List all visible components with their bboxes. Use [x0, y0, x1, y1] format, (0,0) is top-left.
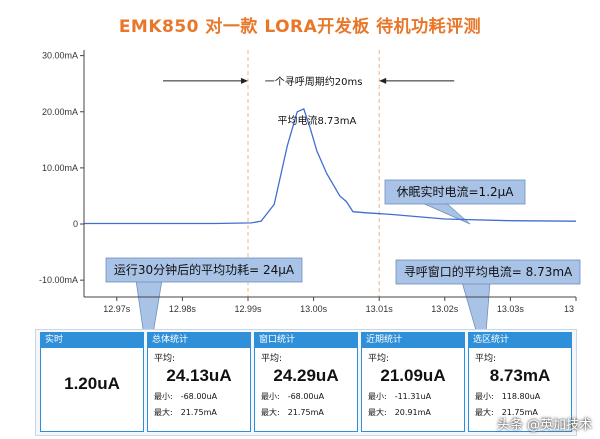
- chart-title: EMK850 对一款 LORA开发板 待机功耗评测: [118, 17, 482, 37]
- panel-selection[interactable]: 选区统计 平均: 8.73mA 最小: 118.80uA 最大: 21.75mA: [468, 332, 572, 432]
- panel-realtime[interactable]: 实时 1.20uA: [40, 332, 144, 432]
- x-tick-label: 12.99s: [234, 304, 262, 314]
- after30-callout-text: 运行30分钟后的平均功耗= 24µA: [114, 262, 295, 277]
- max-value: 21.75mA: [180, 408, 217, 417]
- window-callout-tail: [461, 281, 491, 332]
- min-label: 最小:: [261, 392, 280, 401]
- panel-recent[interactable]: 近期统计 平均: 21.09uA 最小: -11.31uA 最大: 20.91mA: [361, 332, 465, 432]
- annotations: 一个寻呼周期约20ms 平均电流8.73mA: [163, 75, 455, 127]
- x-tick-label: 13: [564, 304, 574, 314]
- x-tick-label: 13.03s: [497, 304, 525, 314]
- max-value: 20.91mA: [394, 408, 431, 417]
- max-label: 最大:: [368, 408, 387, 417]
- y-tick-label: 30.00mA: [42, 51, 78, 61]
- panel-header: 窗口统计: [255, 333, 357, 348]
- panel-min: 最小: 118.80uA: [469, 391, 571, 402]
- min-value: -11.31uA: [394, 392, 432, 401]
- callouts: 休眠实时电流=1.2µA 运行30分钟后的平均功耗= 24µA 寻呼窗口的平均电流=…: [105, 179, 581, 285]
- x-axis: 12.97s 12.98s 12.99s 13.00s 13.01s 13.02s 13.0…: [84, 296, 577, 314]
- min-label: 最小:: [154, 392, 173, 401]
- max-label: 最大:: [261, 408, 280, 417]
- sleep-callout-text: 休眠实时电流=1.2µA: [397, 184, 515, 199]
- watermark: 头条 @英加技术: [496, 418, 592, 433]
- panel-min: 最小: -11.31uA: [362, 391, 464, 402]
- x-tick-label: 13.02s: [431, 304, 459, 314]
- sleep-callout-box: [384, 179, 526, 205]
- panel-value: 1.20uA: [64, 374, 120, 393]
- panel-header: 选区统计: [469, 333, 571, 348]
- panel-avg-label: 平均:: [261, 354, 283, 364]
- panel-max: 最大: 21.75mA: [469, 407, 571, 418]
- x-tick-label: 13.01s: [366, 304, 394, 314]
- x-tick-label: 12.97s: [103, 304, 131, 314]
- panel-max: 最大: 21.75mA: [148, 407, 250, 418]
- y-tick-label: -10.00mA: [39, 275, 78, 285]
- after30-callout-box: [105, 257, 303, 283]
- max-value: 21.75mA: [501, 408, 538, 417]
- min-value: 118.80uA: [501, 392, 541, 401]
- y-axis: 30.00mA 20.00mA 10.00mA 0 -10.00mA: [39, 50, 85, 297]
- panel-header: 总体统计: [148, 333, 250, 348]
- current-series-line: [84, 108, 577, 225]
- max-label: 最大:: [475, 408, 494, 417]
- panel-avg-label: 平均:: [368, 354, 390, 364]
- max-value: 21.75mA: [287, 408, 324, 417]
- span-label: 一个寻呼周期约20ms: [265, 75, 363, 88]
- span-arrowhead-left: [241, 77, 248, 84]
- panel-avg-label: 平均:: [475, 354, 497, 364]
- panel-min: 最小: -68.00uA: [255, 391, 357, 402]
- y-tick-label: 20.00mA: [42, 107, 78, 117]
- panel-min: 最小: -68.00uA: [148, 391, 250, 402]
- peak-average-label: 平均电流8.73mA: [278, 114, 357, 127]
- plot-area: [84, 50, 577, 297]
- panel-window[interactable]: 窗口统计 平均: 24.29uA 最小: -68.00uA 最大: 21.75mA: [254, 332, 358, 432]
- callout-tails: [135, 201, 491, 332]
- panel-max: 最大: 21.75mA: [255, 407, 357, 418]
- panel-avg-label: 平均:: [154, 354, 176, 364]
- panel-value: 24.29uA: [273, 366, 339, 385]
- panel-header: 实时: [41, 333, 143, 348]
- min-label: 最小:: [475, 392, 494, 401]
- panel-overall[interactable]: 总体统计 平均: 24.13uA 最小: -68.00uA 最大: 21.75mA: [147, 332, 251, 432]
- window-callout-text: 寻呼窗口的平均电流= 8.73mA: [404, 264, 573, 279]
- x-tick-label: 12.98s: [169, 304, 197, 314]
- sleep-callout-tail: [419, 201, 471, 225]
- min-value: -68.00uA: [287, 392, 325, 401]
- panel-value: 8.73mA: [489, 366, 551, 385]
- window-callout-box: [395, 259, 581, 285]
- min-label: 最小:: [368, 392, 387, 401]
- statistics-bar: 实时 1.20uA 总体统计 平均: 24.13uA 最小: -68.00uA 最…: [35, 329, 577, 436]
- panel-max: 最大: 20.91mA: [362, 407, 464, 418]
- span-arrowhead-right: [379, 77, 387, 84]
- panel-value: 24.13uA: [166, 366, 232, 385]
- panel-header: 近期统计: [362, 333, 464, 348]
- x-tick-label: 13.00s: [300, 304, 328, 314]
- max-label: 最大:: [154, 408, 173, 417]
- panel-value: 21.09uA: [380, 366, 446, 385]
- y-tick-label: 10.00mA: [42, 163, 78, 173]
- y-tick-label: 0: [73, 219, 78, 229]
- after30-callout-tail: [135, 279, 163, 332]
- min-value: -68.00uA: [180, 392, 218, 401]
